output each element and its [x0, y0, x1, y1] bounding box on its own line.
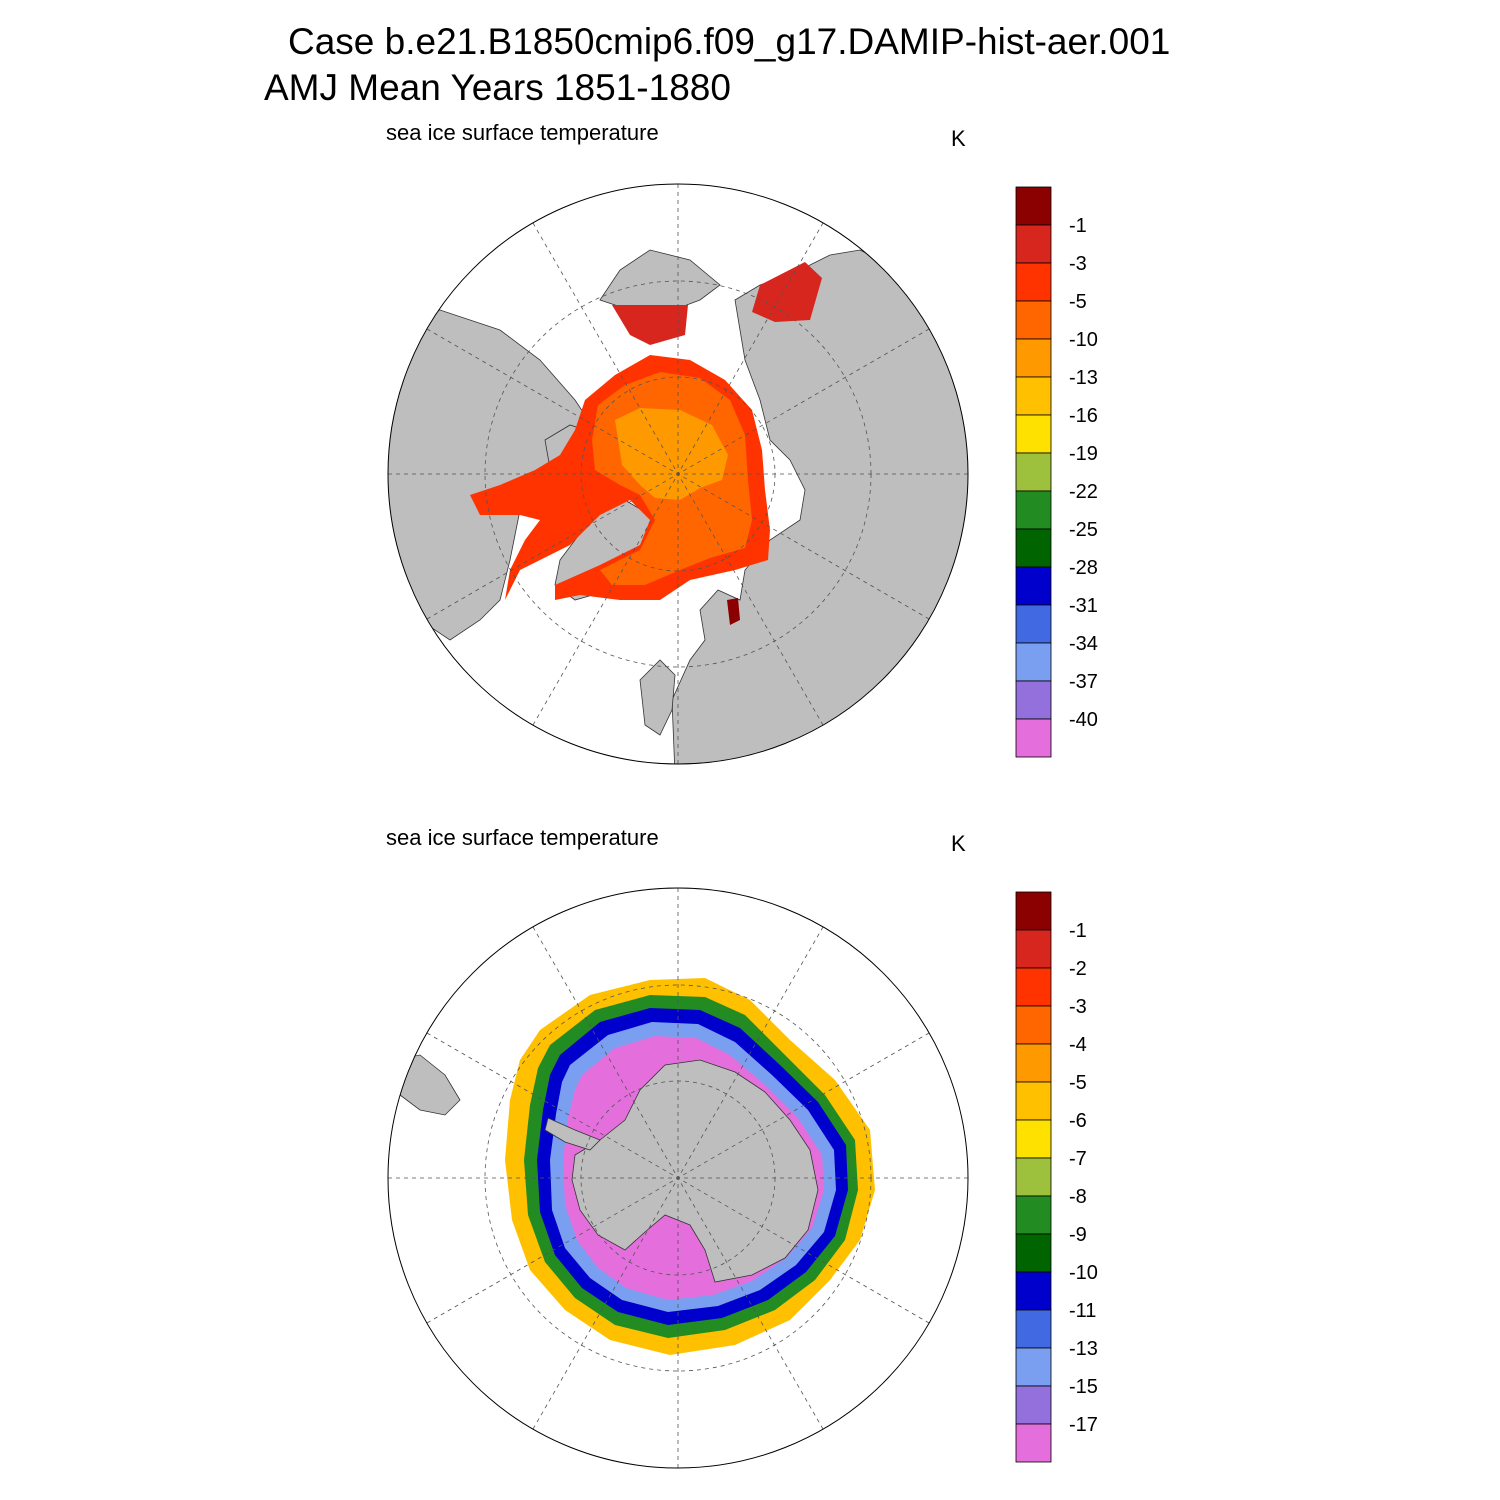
- sh-colorbar-swatch-14: [1015, 1423, 1052, 1463]
- sh-colorbar-swatch-8: [1015, 1195, 1052, 1235]
- sh-colorbar-swatch-9: [1015, 1233, 1052, 1273]
- sh-colorbar-swatch-12: [1015, 1347, 1052, 1387]
- sh-colorbar-label-0: -1: [1069, 920, 1087, 942]
- nh-colorbar-label-5: -16: [1069, 405, 1098, 427]
- figure-title-case: Case b.e21.B1850cmip6.f09_g17.DAMIP-hist…: [288, 21, 1171, 62]
- sh-colorbar-swatch-1: [1015, 929, 1052, 969]
- nh-variable-label: sea ice surface temperature: [386, 120, 659, 145]
- nh-colorbar-swatch-13: [1015, 680, 1052, 720]
- nh-colorbar-swatch-4: [1015, 338, 1052, 378]
- sh-colorbar-label-11: -13: [1069, 1338, 1098, 1360]
- nh-colorbar-swatch-10: [1015, 566, 1052, 606]
- sh-colorbar-label-7: -8: [1069, 1186, 1087, 1208]
- sh-colorbar: -1 -2 -3 -4 -5 -6 -7 -8 -9 -10 -11 -13 -15 -17: [1015, 891, 1098, 1463]
- sh-colorbar-label-9: -10: [1069, 1262, 1098, 1284]
- sh-variable-label: sea ice surface temperature: [386, 825, 659, 850]
- sh-colorbar-label-12: -15: [1069, 1376, 1098, 1398]
- nh-colorbar-swatch-0: [1015, 186, 1052, 226]
- nh-colorbar-swatch-3: [1015, 300, 1052, 340]
- nh-colorbar-label-0: -1: [1069, 215, 1087, 237]
- sh-colorbar-label-6: -7: [1069, 1148, 1087, 1170]
- sh-colorbar-swatch-2: [1015, 967, 1052, 1007]
- sh-colorbar-label-2: -3: [1069, 996, 1087, 1018]
- nh-ice-bering: [612, 305, 688, 345]
- sh-colorbar-label-13: -17: [1069, 1414, 1098, 1436]
- sh-colorbar-swatch-3: [1015, 1005, 1052, 1045]
- sh-colorbar-swatch-4: [1015, 1043, 1052, 1083]
- figure-title-period: AMJ Mean Years 1851-1880: [264, 67, 731, 108]
- sh-colorbar-label-3: -4: [1069, 1034, 1087, 1056]
- sh-land-south-america: [394, 1054, 461, 1116]
- sh-colorbar-swatch-0: [1015, 891, 1052, 931]
- nh-colorbar-swatch-6: [1015, 414, 1052, 454]
- nh-colorbar-label-8: -25: [1069, 519, 1098, 541]
- sh-land-antarctica: [571, 1059, 819, 1283]
- nh-colorbar-label-7: -22: [1069, 481, 1098, 503]
- nh-colorbar-swatch-7: [1015, 452, 1052, 492]
- nh-units-label: K: [951, 126, 966, 151]
- nh-colorbar-swatch-8: [1015, 490, 1052, 530]
- nh-colorbar-label-3: -10: [1069, 329, 1098, 351]
- sh-colorbar-swatch-10: [1015, 1271, 1052, 1311]
- nh-colorbar: -1 -3 -5 -10 -13 -16 -19 -22 -25 -28 -31 -34 -37 -40: [1015, 186, 1098, 758]
- nh-colorbar-label-11: -34: [1069, 633, 1098, 655]
- nh-colorbar-swatch-14: [1015, 718, 1052, 758]
- nh-colorbar-label-1: -3: [1069, 253, 1087, 275]
- nh-land-british-isles: [639, 659, 676, 736]
- sh-colorbar-label-4: -5: [1069, 1072, 1087, 1094]
- nh-ice-central-pack: [615, 408, 728, 500]
- nh-colorbar-label-9: -28: [1069, 557, 1098, 579]
- sh-colorbar-swatch-6: [1015, 1119, 1052, 1159]
- sh-colorbar-swatch-11: [1015, 1309, 1052, 1349]
- nh-colorbar-label-13: -40: [1069, 709, 1098, 731]
- nh-colorbar-swatch-9: [1015, 528, 1052, 568]
- nh-polar-map: [387, 183, 969, 765]
- nh-colorbar-swatch-5: [1015, 376, 1052, 416]
- nh-ice-okhotsk: [752, 262, 822, 322]
- nh-colorbar-label-2: -5: [1069, 291, 1087, 313]
- sh-colorbar-swatch-7: [1015, 1157, 1052, 1197]
- sh-colorbar-swatch-5: [1015, 1081, 1052, 1121]
- nh-colorbar-label-6: -19: [1069, 443, 1098, 465]
- nh-colorbar-swatch-12: [1015, 642, 1052, 682]
- sh-colorbar-label-10: -11: [1069, 1300, 1096, 1322]
- nh-colorbar-swatch-2: [1015, 262, 1052, 302]
- sh-colorbar-label-1: -2: [1069, 958, 1087, 980]
- sh-colorbar-swatch-13: [1015, 1385, 1052, 1425]
- sh-units-label: K: [951, 831, 966, 856]
- sh-land-peninsula: [544, 1117, 601, 1151]
- nh-colorbar-label-10: -31: [1069, 595, 1098, 617]
- sh-colorbar-label-8: -9: [1069, 1224, 1087, 1246]
- sh-polar-map: [387, 887, 969, 1469]
- nh-ice-baltic: [727, 598, 740, 625]
- nh-colorbar-label-12: -37: [1069, 671, 1098, 693]
- nh-colorbar-swatch-1: [1015, 224, 1052, 264]
- nh-colorbar-swatch-11: [1015, 604, 1052, 644]
- nh-colorbar-label-4: -13: [1069, 367, 1098, 389]
- sh-colorbar-label-5: -6: [1069, 1110, 1087, 1132]
